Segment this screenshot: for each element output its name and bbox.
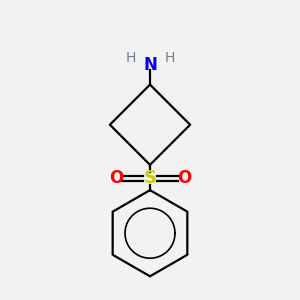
Text: N: N — [143, 56, 157, 74]
Text: H: H — [125, 51, 136, 65]
Text: S: S — [143, 169, 157, 187]
Text: H: H — [164, 51, 175, 65]
Text: O: O — [109, 169, 123, 187]
Text: O: O — [177, 169, 191, 187]
